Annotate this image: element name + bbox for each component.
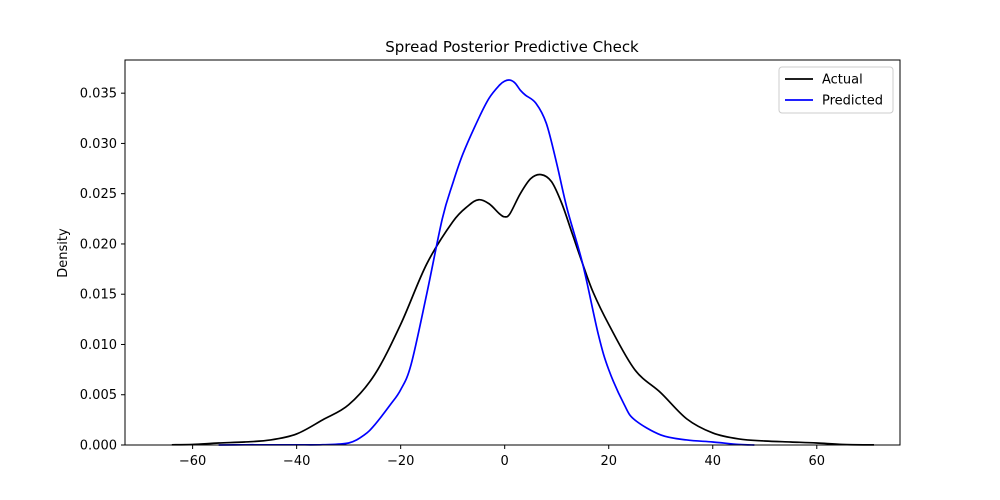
x-axis: −60 −40 −20 0 20 40 60 (179, 445, 825, 469)
x-tick-label: 0 (501, 454, 509, 469)
x-tick-label: 60 (809, 454, 826, 469)
y-tick-label: 0.000 (80, 439, 117, 454)
series-layer (171, 79, 875, 446)
x-tick-label: −60 (179, 454, 206, 469)
series-line-predicted (218, 79, 755, 446)
legend-label-predicted: Predicted (822, 94, 883, 109)
y-axis-label: Density (56, 228, 71, 278)
y-axis: 0.000 0.005 0.010 0.015 0.020 0.025 0.030 0.035 (80, 87, 125, 454)
x-tick-label: 40 (704, 454, 721, 469)
plot-frame (124, 59, 901, 446)
y-tick-label: 0.035 (80, 87, 117, 102)
legend: Actual Predicted (778, 66, 894, 114)
y-tick-label: 0.020 (80, 237, 117, 252)
x-tick-label: −40 (283, 454, 310, 469)
y-tick-label: 0.005 (80, 388, 117, 403)
y-tick-label: 0.025 (80, 187, 117, 202)
y-tick-label: 0.030 (80, 137, 117, 152)
series-line-actual (171, 173, 875, 446)
y-tick-label: 0.010 (80, 338, 117, 353)
y-tick-label: 0.015 (80, 288, 117, 303)
chart-title: Spread Posterior Predictive Check (385, 38, 639, 56)
x-tick-label: 20 (600, 454, 617, 469)
x-tick-label: −20 (387, 454, 414, 469)
legend-label-actual: Actual (822, 73, 863, 88)
